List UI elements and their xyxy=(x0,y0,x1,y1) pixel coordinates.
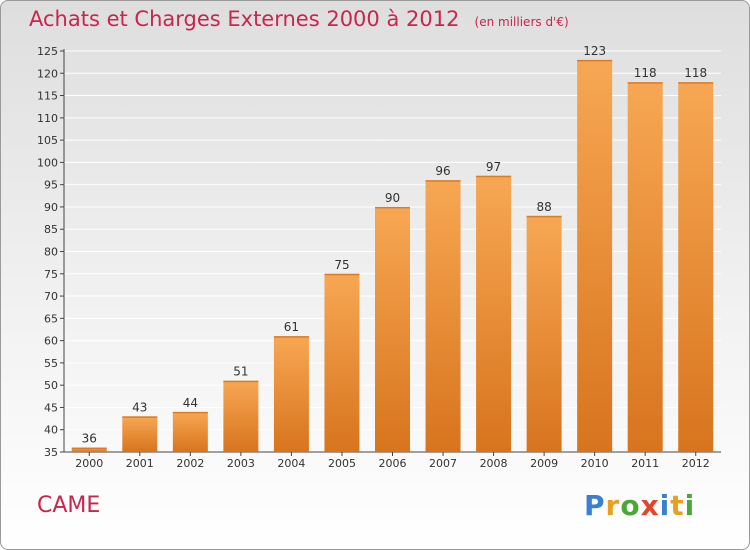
bar-2004 xyxy=(273,336,309,452)
y-tick-label: 80 xyxy=(44,246,58,259)
y-tick-label: 95 xyxy=(44,179,58,192)
axis-layer: 35 40 45 50 55 60 65 70 75 80 85 90 95 100 105 110 115 12… xyxy=(37,45,721,459)
y-tick-label: 60 xyxy=(44,335,58,348)
bar-top-edge xyxy=(476,175,512,178)
y-tick-label: 115 xyxy=(37,90,58,103)
logo-letter: P xyxy=(584,489,606,522)
value-label-2008: 97 xyxy=(486,160,501,174)
bar-top-edge xyxy=(627,82,663,84)
x-tick-label-2012: 2012 xyxy=(682,457,710,470)
value-label-2005: 75 xyxy=(334,258,349,272)
bar-layer xyxy=(71,59,714,453)
y-tick-label: 105 xyxy=(37,134,58,147)
x-tick-label-2004: 2004 xyxy=(277,457,305,470)
y-tick-label: 70 xyxy=(44,290,58,303)
bar-2006 xyxy=(375,206,410,452)
bar-2007 xyxy=(425,180,461,452)
value-label-2004: 61 xyxy=(284,320,299,334)
bar-2012 xyxy=(678,82,714,452)
y-tick-label: 125 xyxy=(37,45,58,58)
x-tick-label-2002: 2002 xyxy=(176,457,204,470)
bar-top-edge xyxy=(172,411,208,414)
y-tick-label: 65 xyxy=(44,312,58,325)
y-tick-label: 110 xyxy=(37,112,58,125)
logo-letter: i xyxy=(659,489,671,522)
chart-title: Achats et Charges Externes 2000 à 2012 (… xyxy=(29,7,569,31)
x-tick-label-2006: 2006 xyxy=(379,457,407,470)
y-tick-label: 35 xyxy=(44,446,58,459)
bar-2009 xyxy=(526,215,562,452)
y-tick-label: 100 xyxy=(37,156,58,169)
x-tick-label-2010: 2010 xyxy=(581,457,609,470)
label-layer: 36 2000 43 2001 44 2002 51 2003 61 2004 75 2005 90 20… xyxy=(75,44,709,470)
x-tick-label-2011: 2011 xyxy=(631,457,659,470)
bar-top-edge xyxy=(273,336,309,338)
bar-top-edge xyxy=(526,215,562,218)
value-label-2009: 88 xyxy=(536,200,551,214)
y-tick-label: 75 xyxy=(44,268,58,281)
x-tick-label-2009: 2009 xyxy=(530,457,558,470)
proxiti-logo: Proxiti xyxy=(584,489,695,522)
x-tick-label-2008: 2008 xyxy=(480,457,508,470)
y-tick-label: 120 xyxy=(37,67,58,80)
x-tick-label-2001: 2001 xyxy=(126,457,154,470)
value-label-2000: 36 xyxy=(82,432,97,446)
y-tick-label: 85 xyxy=(44,223,58,236)
logo-letter: i xyxy=(684,489,696,522)
bar-top-edge xyxy=(71,447,107,450)
y-tick-label: 50 xyxy=(44,379,58,392)
value-label-2012: 118 xyxy=(684,66,707,80)
bar-top-edge xyxy=(678,82,714,84)
logo-letter: o xyxy=(620,489,641,522)
value-label-2010: 123 xyxy=(583,44,606,58)
bar-top-edge xyxy=(577,59,613,62)
value-label-2006: 90 xyxy=(385,191,400,205)
x-tick-label-2000: 2000 xyxy=(75,457,103,470)
bar-top-edge xyxy=(375,206,410,209)
bar-top-edge xyxy=(425,180,461,182)
bar-2011 xyxy=(627,82,663,452)
logo-letter: x xyxy=(640,489,660,522)
bar-2005 xyxy=(324,273,360,452)
bar-top-edge xyxy=(324,273,360,276)
x-tick-label-2003: 2003 xyxy=(227,457,255,470)
value-label-2002: 44 xyxy=(183,396,198,410)
x-tick-label-2005: 2005 xyxy=(328,457,356,470)
y-tick-label: 90 xyxy=(44,201,58,214)
commune-name: CAME xyxy=(37,493,101,518)
y-tick-label: 40 xyxy=(44,424,58,437)
bar-2002 xyxy=(172,411,208,452)
logo-letter: r xyxy=(605,489,621,522)
value-label-2007: 96 xyxy=(435,164,450,178)
bar-2010 xyxy=(577,59,613,453)
bar-top-edge xyxy=(122,416,158,418)
title-text: Achats et Charges Externes 2000 à 2012 xyxy=(29,7,460,31)
bar-2000 xyxy=(71,447,107,452)
y-tick-label: 45 xyxy=(44,401,58,414)
y-tick-label: 55 xyxy=(44,357,58,370)
bar-2003 xyxy=(223,380,259,452)
bar-2001 xyxy=(122,416,158,452)
bar-top-edge xyxy=(223,380,259,383)
value-label-2003: 51 xyxy=(233,365,248,379)
bar-2008 xyxy=(476,175,512,452)
x-tick-label-2007: 2007 xyxy=(429,457,457,470)
unit-label: (en milliers d'€) xyxy=(474,15,569,29)
value-label-2001: 43 xyxy=(132,400,147,414)
logo-letter: t xyxy=(670,489,685,522)
value-label-2011: 118 xyxy=(634,66,657,80)
